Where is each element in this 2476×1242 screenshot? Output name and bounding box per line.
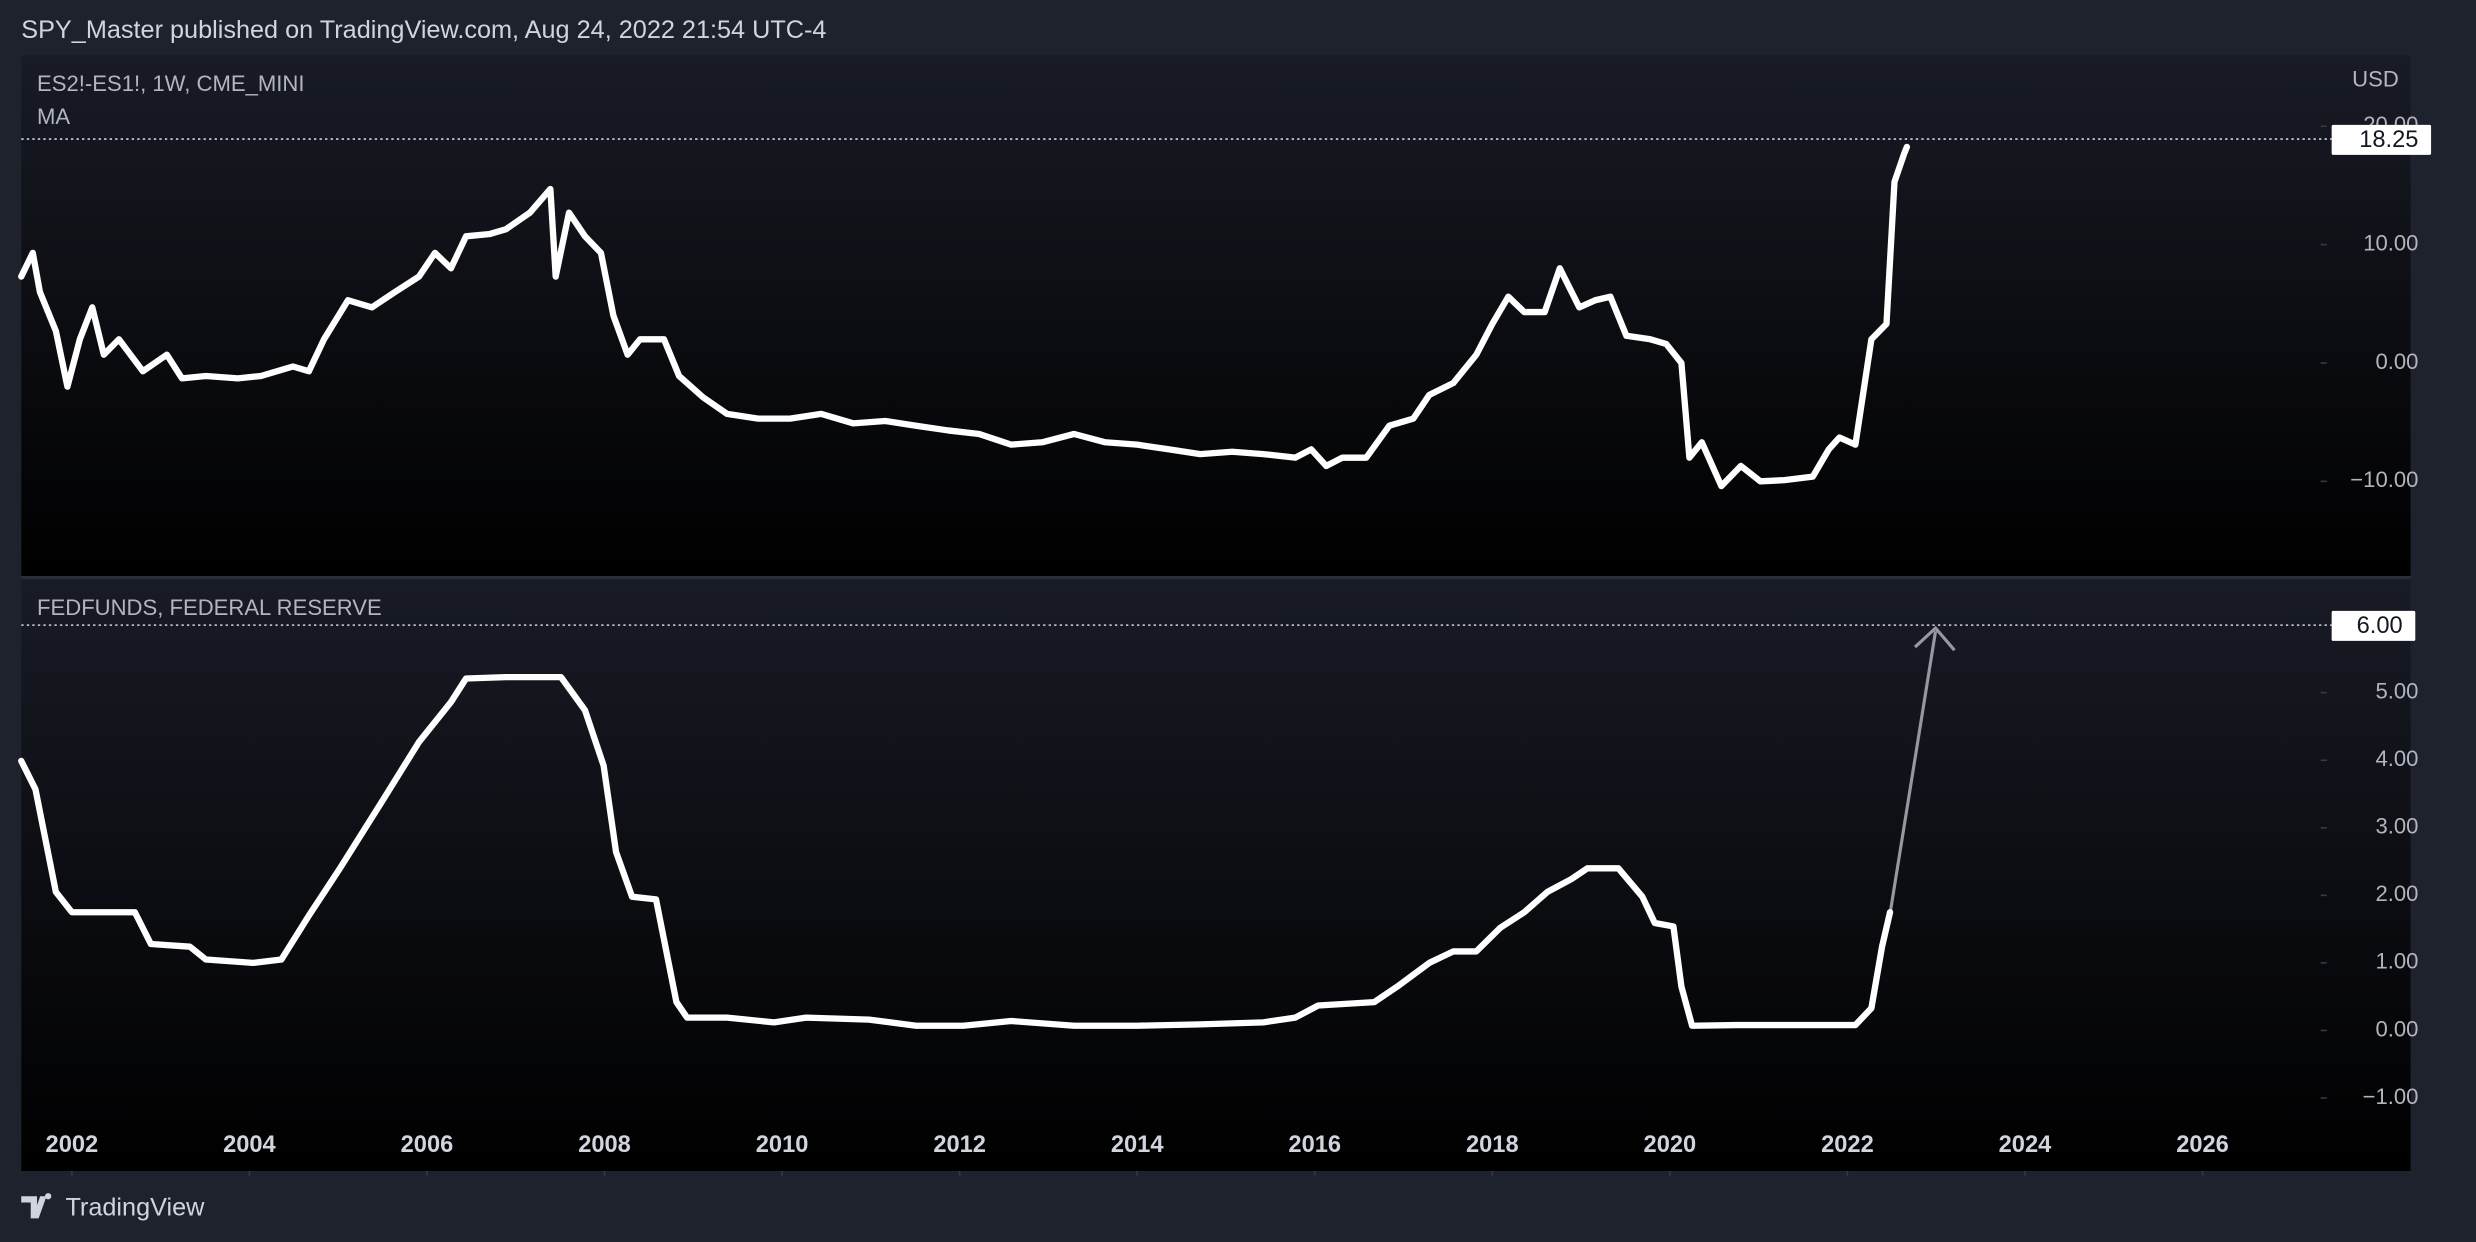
y-tick-label: 10.00 [2363,230,2418,255]
x-tick-label: 2006 [401,1132,454,1158]
chart-subtitle: MA [37,104,70,129]
bottom-panel [21,579,2411,1171]
x-tick-label: 2014 [1111,1132,1164,1158]
x-tick-label: 2008 [578,1132,631,1158]
y-tick-label: 0.00 [2375,1016,2418,1041]
header: SPY_Master published on TradingView.com,… [21,16,826,44]
x-tick-label: 2024 [1999,1132,2052,1158]
unit-label: USD [2352,66,2399,91]
y-tick-label: 1.00 [2375,949,2418,974]
chart-title: FEDFUNDS, FEDERAL RESERVE [37,595,382,620]
price-label: 6.00 [2357,613,2403,639]
chart-title: ES2!-ES1!, 1W, CME_MINI [37,71,304,96]
y-tick-label: −10.00 [2350,467,2418,492]
x-tick-label: 2002 [46,1132,99,1158]
x-tick-label: 2010 [756,1132,809,1158]
x-tick-label: 2022 [1821,1132,1874,1158]
x-tick-label: 2018 [1466,1132,1519,1158]
y-tick-label: −1.00 [2363,1084,2419,1109]
price-label: 18.25 [2359,127,2418,153]
x-tick-label: 2026 [2176,1132,2229,1158]
y-tick-label: 5.00 [2375,679,2418,704]
y-tick-label: 0.00 [2375,349,2418,374]
line-series [18,673,1894,1029]
x-tick-label: 2016 [1288,1132,1341,1158]
price-label-box [2331,610,2416,641]
price-label-box [2331,124,2432,155]
x-tick-label: 2004 [223,1132,276,1158]
y-tick-label: 2.00 [2375,881,2418,906]
top-panel [21,55,2411,577]
line-series [18,143,1911,490]
x-tick-label: 2012 [933,1132,986,1158]
x-tick-label: 2020 [1644,1132,1697,1158]
annotation-arrow [1888,625,1956,916]
logo [21,1193,52,1219]
y-tick-label: 3.00 [2375,814,2418,839]
y-tick-label: 4.00 [2375,746,2418,771]
footer: TradingView [65,1194,205,1222]
